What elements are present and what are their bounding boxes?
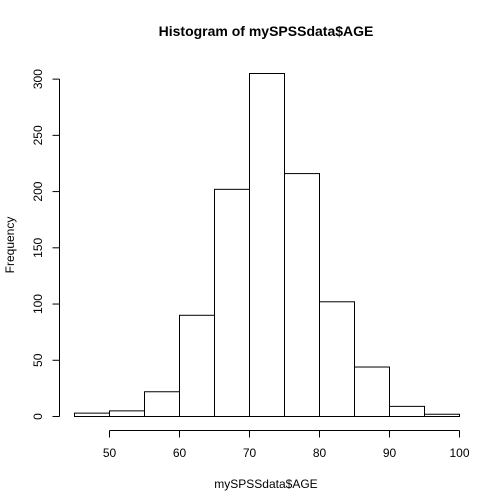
x-tick-label: 60 bbox=[173, 446, 187, 460]
histogram-bar bbox=[354, 366, 390, 418]
y-tick-label: 250 bbox=[31, 125, 45, 145]
histogram-bar bbox=[109, 410, 145, 417]
y-tick-label: 150 bbox=[31, 237, 45, 257]
histogram-bar bbox=[389, 405, 425, 418]
y-tick-label: 300 bbox=[31, 69, 45, 89]
histogram-bar bbox=[319, 301, 355, 418]
histogram-bar bbox=[424, 413, 460, 418]
chart-title: Histogram of mySPSSdata$AGE bbox=[159, 23, 374, 39]
x-tick-label: 90 bbox=[383, 446, 397, 460]
x-tick-label: 80 bbox=[313, 446, 327, 460]
x-tick-label: 70 bbox=[243, 446, 257, 460]
y-axis: 0 50 100 150 200 250 300 bbox=[31, 69, 60, 420]
x-tick-label: 50 bbox=[103, 446, 117, 460]
histogram-bar bbox=[144, 391, 180, 417]
bars-group bbox=[74, 73, 460, 418]
y-tick-label: 100 bbox=[31, 294, 45, 314]
histogram-bar bbox=[284, 173, 320, 417]
y-axis-label: Frequency bbox=[3, 217, 17, 274]
histogram-bar bbox=[249, 73, 285, 417]
histogram-bar bbox=[214, 188, 250, 417]
x-axis-label: mySPSSdata$AGE bbox=[214, 477, 317, 491]
histogram-bar bbox=[179, 314, 215, 418]
y-tick-label: 50 bbox=[31, 353, 45, 367]
y-tick-label: 200 bbox=[31, 181, 45, 201]
y-tick-label: 0 bbox=[31, 413, 45, 420]
histogram-bar bbox=[74, 412, 110, 417]
x-axis: 50 60 70 80 90 100 bbox=[103, 430, 470, 460]
x-tick-label: 100 bbox=[449, 446, 469, 460]
